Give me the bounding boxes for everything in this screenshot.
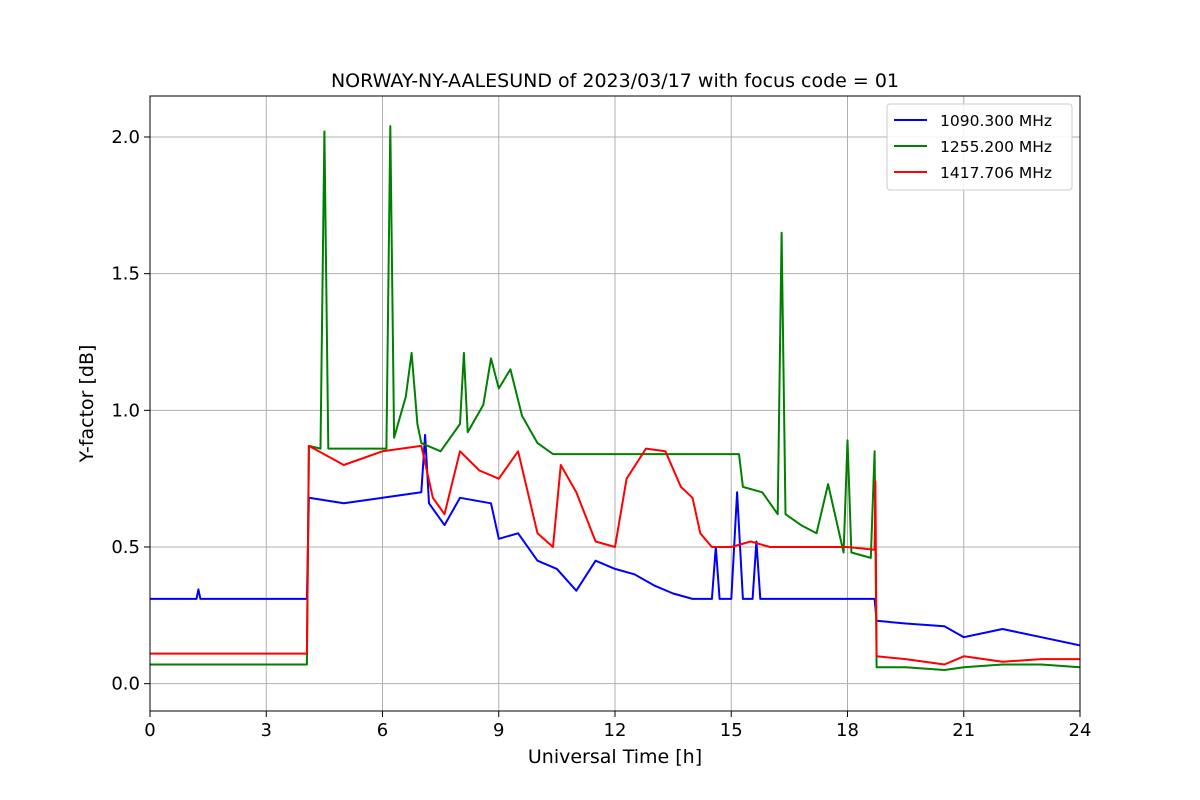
legend-label-0: 1090.300 MHz <box>940 112 1052 130</box>
y-axis-label: Y-factor [dB] <box>76 345 98 464</box>
series-line-0 <box>150 433 1080 647</box>
x-axis-ticks: 0 3 6 9 12 15 18 21 24 <box>144 711 1091 741</box>
y-tick-label: 0.0 <box>111 674 140 695</box>
y-tick-label: 1.5 <box>111 264 140 285</box>
x-tick-label: 18 <box>836 720 859 741</box>
series-line-2 <box>150 444 1080 666</box>
x-tick-label: 21 <box>952 720 975 741</box>
y-tick-label: 0.5 <box>111 537 140 558</box>
x-axis-label: Universal Time [h] <box>528 746 702 768</box>
y-tick-label: 2.0 <box>111 127 140 148</box>
legend-label-2: 1417.706 MHz <box>940 164 1052 182</box>
x-tick-label: 9 <box>493 720 504 741</box>
x-tick-label: 6 <box>377 720 388 741</box>
chart-title: NORWAY-NY-AALESUND of 2023/03/17 with fo… <box>331 70 899 92</box>
x-tick-label: 12 <box>604 720 627 741</box>
x-tick-label: 15 <box>720 720 743 741</box>
legend: 1090.300 MHz 1255.200 MHz 1417.706 MHz <box>886 103 1073 191</box>
y-axis-ticks: 0.0 0.5 1.0 1.5 2.0 <box>111 127 150 695</box>
x-tick-label: 3 <box>261 720 272 741</box>
series-line-1 <box>150 125 1080 671</box>
x-tick-label: 24 <box>1069 720 1092 741</box>
series-layer <box>150 125 1080 671</box>
y-tick-label: 1.0 <box>111 400 140 421</box>
legend-label-1: 1255.200 MHz <box>940 138 1052 156</box>
legend-box <box>886 103 1073 191</box>
x-tick-label: 0 <box>144 720 155 741</box>
